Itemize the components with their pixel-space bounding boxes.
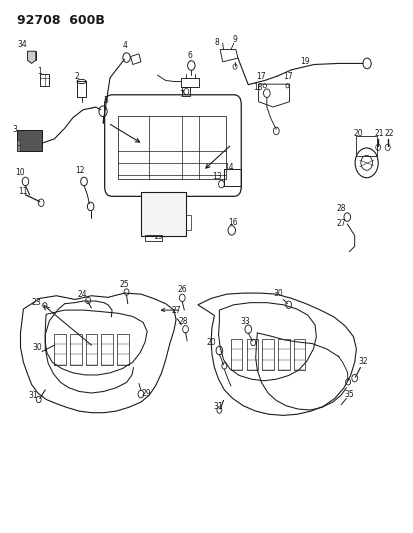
Bar	[141, 192, 186, 236]
Text: 21: 21	[374, 129, 384, 138]
Bar	[101, 334, 113, 365]
Text: 11: 11	[19, 187, 28, 196]
Text: 1: 1	[37, 67, 42, 76]
Bar	[230, 340, 242, 370]
Bar	[77, 82, 86, 98]
Text: 28: 28	[336, 204, 346, 213]
Text: 27: 27	[336, 219, 346, 228]
Text: 30: 30	[272, 289, 282, 298]
Text: 14: 14	[224, 163, 233, 172]
Bar	[17, 146, 21, 151]
Bar	[40, 74, 49, 86]
Bar	[118, 116, 225, 179]
Text: 29: 29	[142, 389, 151, 398]
Bar	[262, 340, 273, 370]
Bar	[117, 334, 128, 365]
Bar	[145, 235, 161, 241]
Bar	[17, 131, 42, 151]
Text: 26: 26	[177, 285, 186, 294]
Text: 31: 31	[213, 402, 223, 411]
Text: 92708  600B: 92708 600B	[17, 14, 105, 27]
Text: 31: 31	[28, 391, 38, 400]
Text: 19: 19	[299, 56, 309, 66]
Text: 6: 6	[187, 51, 192, 60]
Text: 17: 17	[256, 72, 266, 82]
Text: 5: 5	[104, 96, 109, 106]
Text: 9: 9	[233, 35, 237, 44]
Bar	[54, 334, 66, 365]
Bar	[277, 340, 289, 370]
Text: 24: 24	[77, 290, 86, 300]
Text: 10: 10	[16, 168, 25, 177]
Text: 16: 16	[228, 217, 237, 227]
Text: 30: 30	[33, 343, 43, 352]
Text: 7: 7	[178, 90, 183, 99]
Bar	[186, 215, 191, 230]
Text: 34: 34	[17, 39, 27, 49]
Text: 22: 22	[384, 129, 393, 138]
Text: 28: 28	[178, 317, 188, 326]
Polygon shape	[27, 51, 36, 63]
Text: 2: 2	[75, 72, 80, 82]
Text: 15: 15	[153, 232, 163, 241]
Text: 20: 20	[352, 129, 362, 138]
Text: 17: 17	[282, 72, 292, 82]
Bar	[17, 140, 21, 146]
Text: 32: 32	[358, 358, 368, 367]
Text: 27: 27	[171, 306, 180, 316]
Bar	[246, 340, 258, 370]
Bar	[70, 334, 81, 365]
Text: 3: 3	[12, 125, 17, 134]
Text: 8: 8	[214, 38, 218, 47]
Text: 12: 12	[75, 166, 84, 175]
Text: 13: 13	[212, 173, 221, 181]
Text: 23: 23	[31, 298, 41, 308]
Bar	[224, 168, 240, 185]
Bar	[356, 136, 376, 156]
Text: 25: 25	[119, 280, 128, 289]
Bar	[293, 340, 304, 370]
Bar	[85, 334, 97, 365]
Text: 33: 33	[240, 317, 249, 326]
Text: 4: 4	[122, 41, 127, 50]
Text: 35: 35	[343, 390, 353, 399]
Text: 20: 20	[206, 338, 216, 348]
Text: 18: 18	[253, 83, 262, 92]
